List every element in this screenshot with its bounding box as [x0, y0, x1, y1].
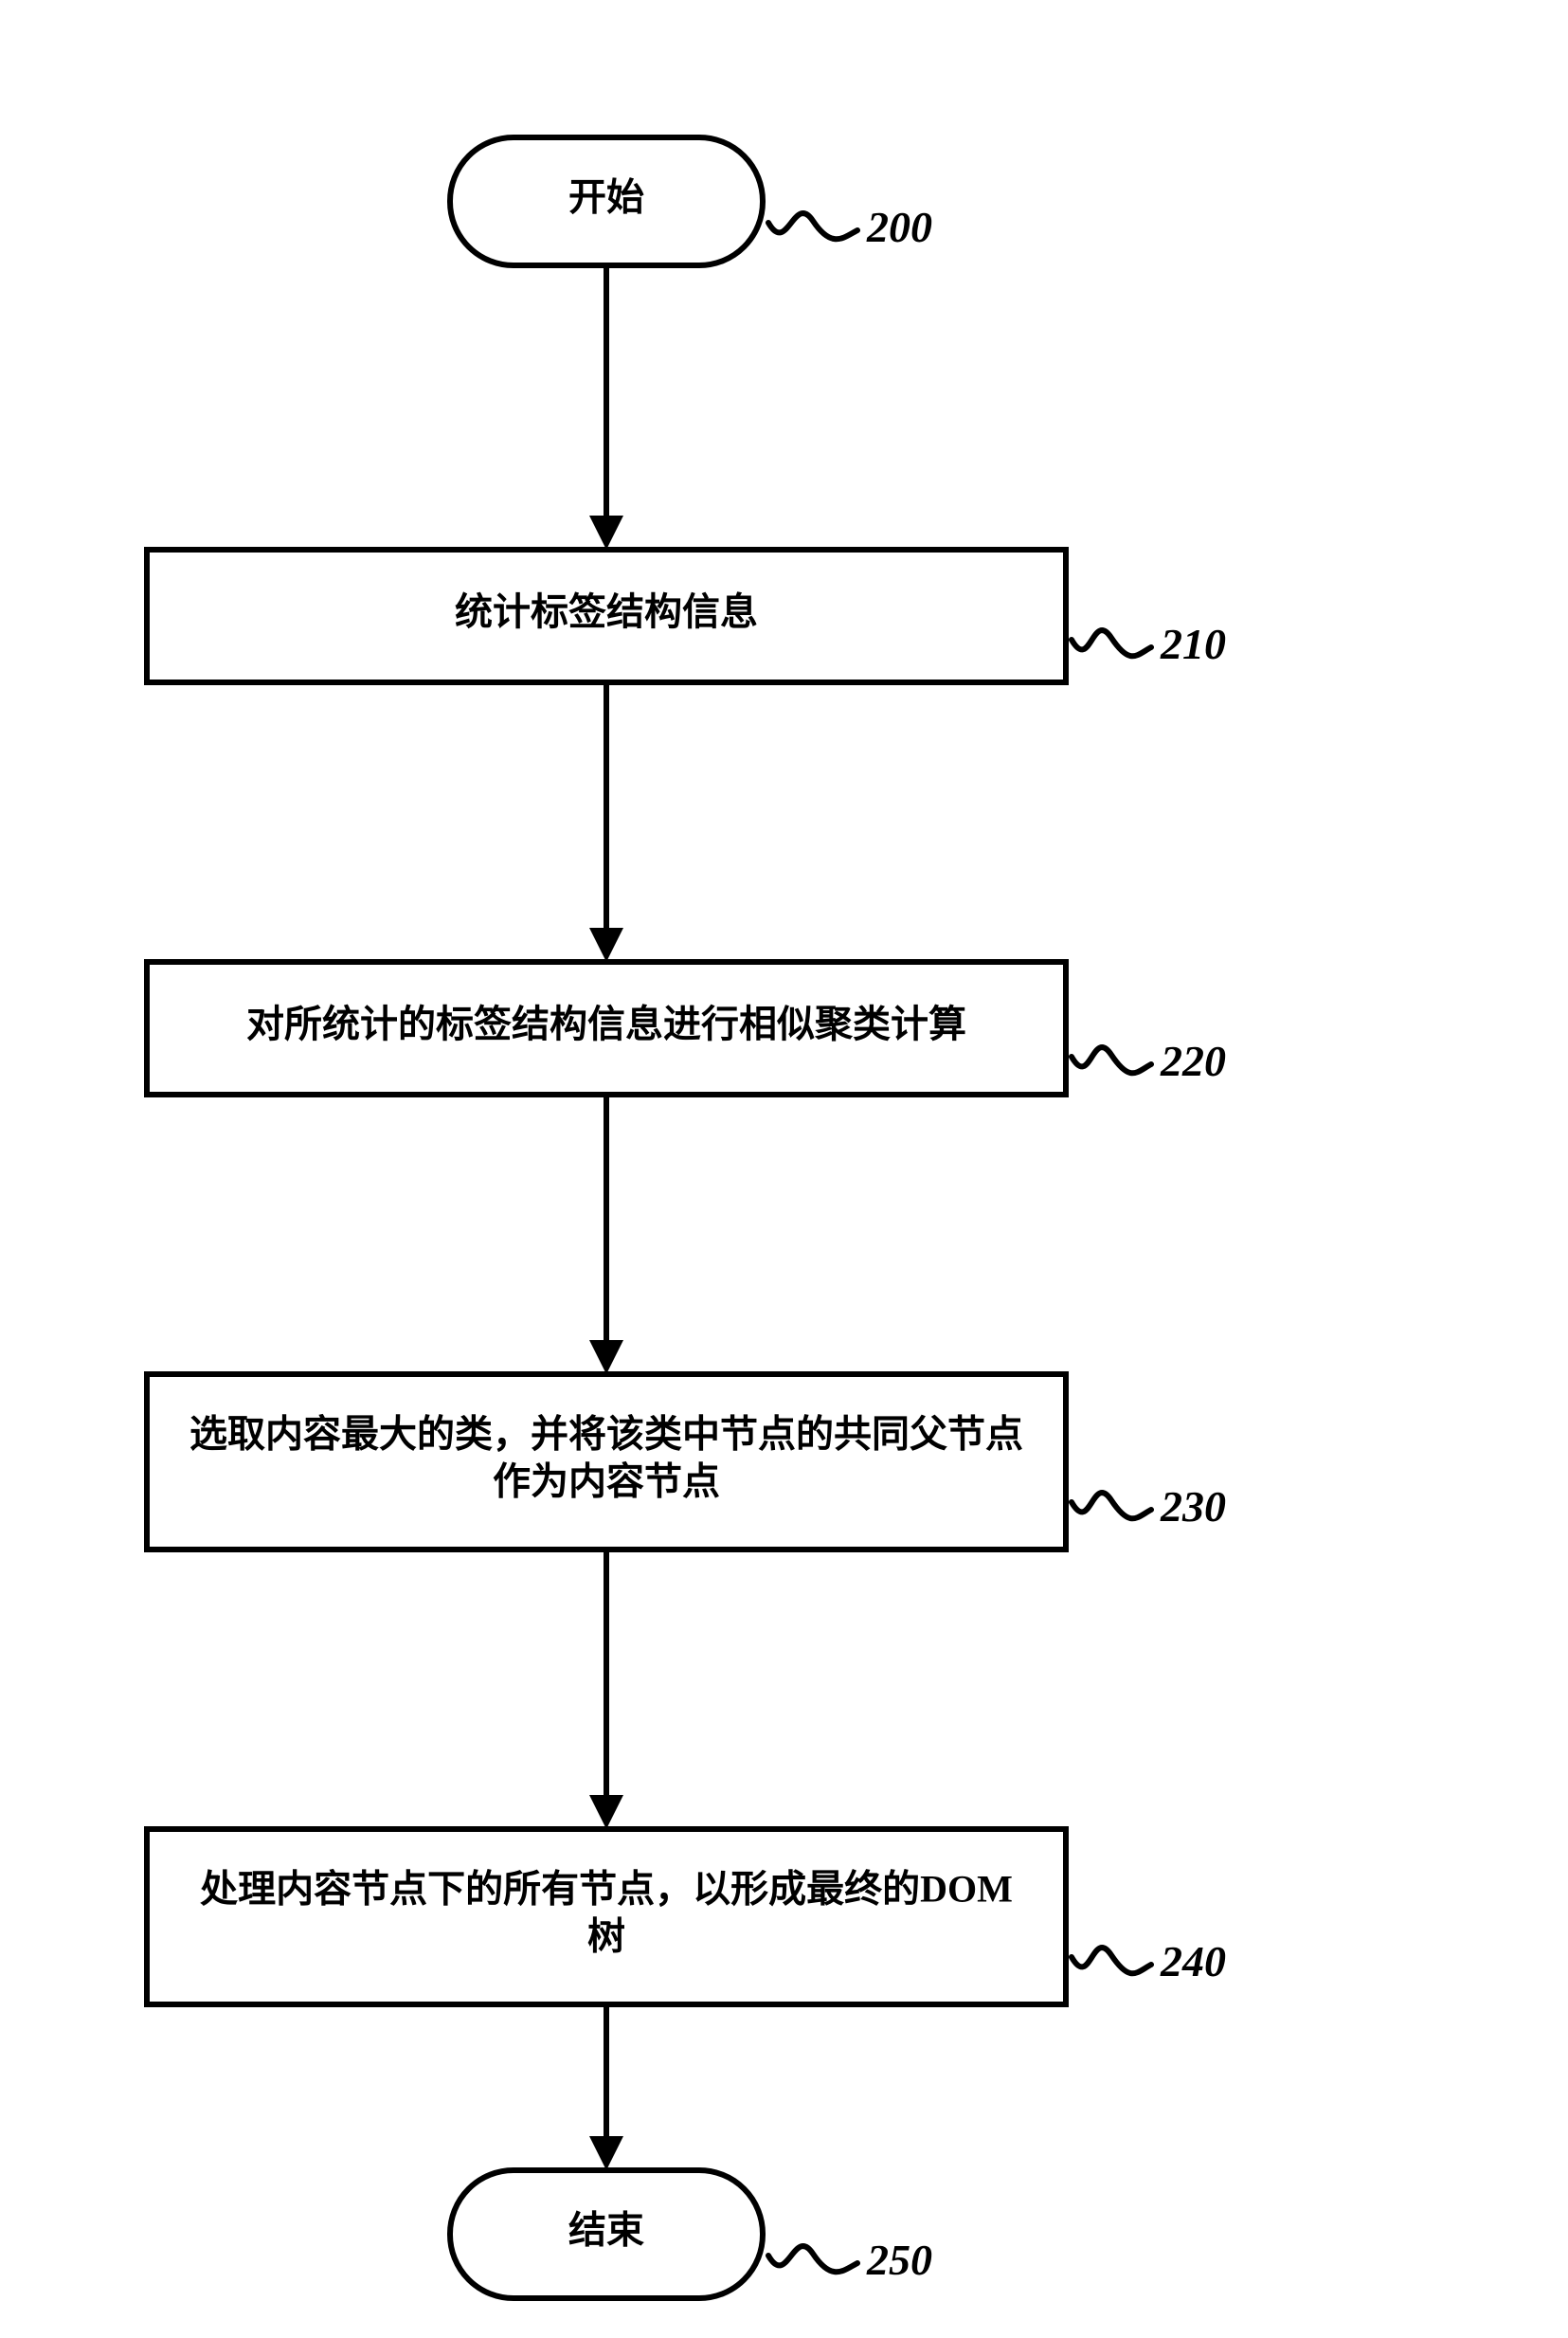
node-label: 统计标签结构信息: [455, 590, 758, 633]
node-label: 对所统计的标签结构信息进行相似聚类计算: [246, 1003, 966, 1045]
flow-node-n210: 统计标签结构信息 210: [147, 550, 1226, 682]
node-label: 树: [587, 1915, 625, 1958]
reference-number: 210: [1160, 620, 1226, 668]
node-label: 开始: [568, 176, 644, 219]
reference-number: 220: [1160, 1037, 1226, 1085]
reference-number: 250: [866, 2236, 932, 2284]
reference-number: 230: [1160, 1482, 1226, 1531]
reference-number: 240: [1160, 1937, 1226, 1985]
reference-number: 200: [866, 203, 932, 251]
node-label: 结束: [568, 2209, 644, 2252]
flow-node-n220: 对所统计的标签结构信息进行相似聚类计算 220: [147, 962, 1226, 1095]
node-label: 选取内容最大的类，并将该类中节点的共同父节点: [189, 1413, 1023, 1456]
flow-node-n230: 选取内容最大的类，并将该类中节点的共同父节点作为内容节点 230: [147, 1374, 1226, 1550]
node-label: 处理内容节点下的所有节点，以形成最终的DOM: [200, 1868, 1013, 1911]
flowchart-container: 开始 200 统计标签结构信息 210 对所统计的标签结构信息进行相似聚类计算 220 选取…: [0, 0, 1568, 2338]
node-label: 作为内容节点: [493, 1460, 720, 1503]
flow-node-n240: 处理内容节点下的所有节点，以形成最终的DOM树 240: [147, 1829, 1226, 2004]
